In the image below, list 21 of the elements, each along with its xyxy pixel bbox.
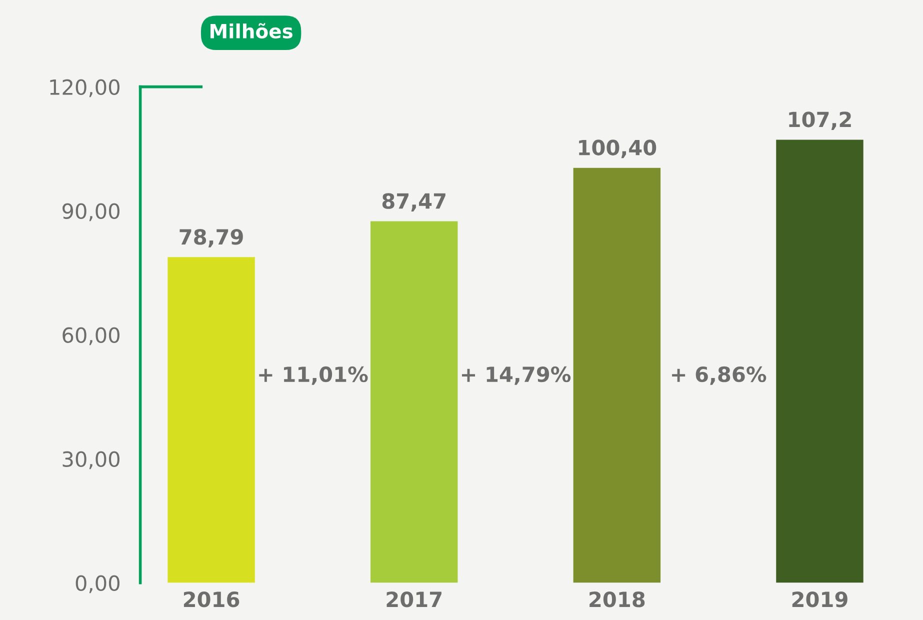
bar [776,140,864,583]
data-label: 87,47 [382,193,446,212]
bar [370,221,458,583]
annotation: + 14,79% [462,366,571,385]
x-tick-label: 2017 [386,592,442,608]
x-tick-label: 2016 [184,592,240,608]
bar [573,168,661,583]
annotation: + 6,86% [672,366,766,385]
y-tick-label: 0,00 [76,575,120,594]
bar [168,257,255,583]
annotation: + 11,01% [259,366,368,385]
x-tick-label: 2019 [792,592,848,608]
y-tick-label: 60,00 [62,327,120,346]
data-label: 107,2 [789,112,851,130]
y-tick-label: 90,00 [62,203,120,222]
data-label: 78,79 [180,229,243,248]
y-tick-label: 30,00 [62,451,120,470]
y-tick-label: 120,00 [50,79,120,98]
x-tick-label: 2018 [590,592,645,608]
data-label: 100,40 [579,140,656,158]
y-axis-title: Milhões [210,23,292,38]
